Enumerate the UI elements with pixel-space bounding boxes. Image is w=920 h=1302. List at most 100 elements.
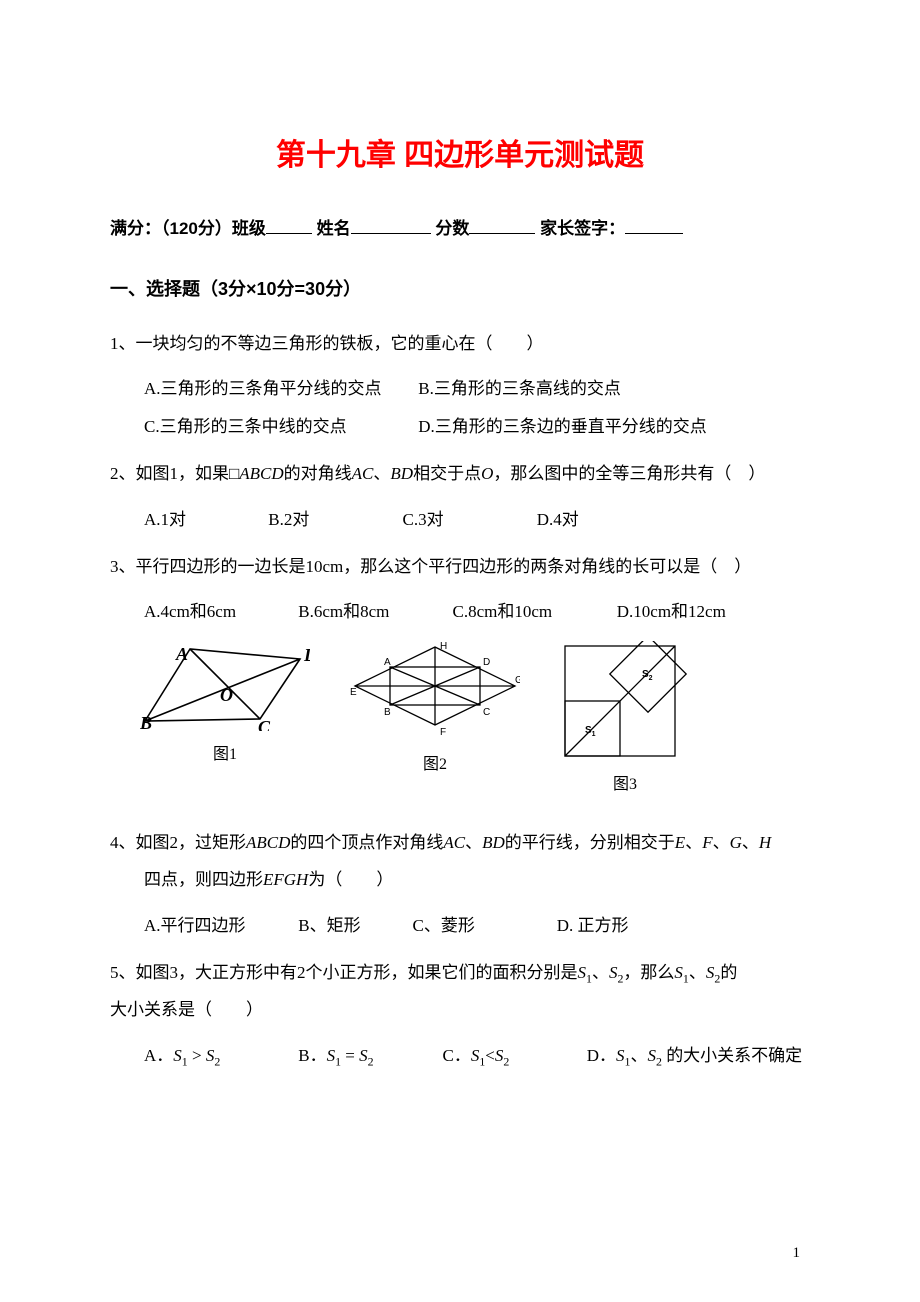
q4-stem: 4、如图2，过矩形ABCD的四个顶点作对角线AC、BD的平行线，分别相交于E、F… (110, 824, 810, 899)
fig2-D: D (483, 657, 490, 668)
q2-t5: ，那么图中的全等三角形共有（ ） (493, 464, 765, 483)
q1-options: A.三角形的三条角平分线的交点 B.三角形的三条高线的交点 C.三角形的三条中线… (110, 370, 810, 445)
q4-t7: 、 (742, 833, 759, 852)
q2-stem: 2、如图1，如果□ABCD的对角线AC、BD相交于点O，那么图中的全等三角形共有… (110, 455, 810, 492)
fig2-E: E (350, 687, 357, 698)
q5-line2: 大小关系是（ ） (110, 1000, 263, 1019)
q1-stem: 1、一块均匀的不等边三角形的铁板，它的重心在（ ） (110, 325, 810, 362)
fig1-C: C (258, 717, 271, 731)
q4-H: H (759, 833, 771, 852)
q1-C: C.三角形的三条中线的交点 (144, 408, 414, 445)
full-score-label: 满分：（120分）班级 (110, 219, 266, 238)
q4-t6: 、 (713, 833, 730, 852)
q2-options: A.1对 B.2对 C.3对 D.4对 (110, 501, 810, 538)
q5-s1: S (578, 963, 587, 982)
q4-B: B、矩形 (298, 907, 408, 944)
q4-G: G (730, 833, 742, 852)
q4-l2c: 为（ ） (308, 870, 393, 889)
q5-options: A．S1 > S2 B．S1 = S2 C．S1<S2 D．S1、S2 的大小关… (110, 1037, 810, 1075)
q2-ac: AC (352, 464, 374, 483)
fig3-S2: S2 (642, 669, 653, 682)
q4-E: E (675, 833, 685, 852)
fig3-caption: 图3 (560, 770, 690, 794)
fig2-caption: 图2 (350, 750, 520, 774)
q4-l2a: 四点，则四边形 (110, 870, 263, 889)
fig2-C: C (483, 707, 490, 718)
q5-C: C．S1<S2 (443, 1037, 583, 1075)
figure-3: S1 S2 图3 (560, 641, 690, 794)
fig1-D: D (303, 645, 310, 665)
fig2-G: G (515, 675, 520, 686)
q3-B: B.6cm和8cm (298, 593, 448, 630)
q5-s1b: S (674, 963, 683, 982)
q3-D: D.10cm和12cm (617, 593, 726, 630)
q5-A: A．S1 > S2 (144, 1037, 294, 1075)
q2-bd: BD (390, 464, 413, 483)
fig2-svg: A D B C E G H F (350, 641, 520, 741)
blank-name[interactable] (351, 216, 431, 234)
q4-D: D. 正方形 (557, 907, 629, 944)
q2-t2: 的对角线 (284, 464, 352, 483)
q4-abcd: ABCD (246, 833, 290, 852)
blank-parent[interactable] (625, 216, 683, 234)
q4-t4: 的平行线，分别相交于 (505, 833, 675, 852)
blank-score[interactable] (469, 216, 535, 234)
q4-t5: 、 (685, 833, 702, 852)
q4-bd: BD (482, 833, 505, 852)
q2-t1: 2、如图1，如果□ (110, 464, 239, 483)
fig1-A: A (175, 644, 188, 664)
q5-t1: 5、如图3，大正方形中有2个小正方形，如果它们的面积分别是 (110, 963, 578, 982)
fig3-svg: S1 S2 (560, 641, 690, 761)
q1-D: D.三角形的三条边的垂直平分线的交点 (418, 408, 707, 445)
q4-F: F (702, 833, 712, 852)
q2-C: C.3对 (403, 501, 533, 538)
q4-options: A.平行四边形 B、矩形 C、菱形 D. 正方形 (110, 907, 810, 944)
parent-label: 家长签字： (540, 219, 625, 238)
exam-page: 第十九章 四边形单元测试题 满分：（120分）班级 姓名 分数 家长签字： 一、… (0, 0, 920, 1302)
name-label: 姓名 (317, 219, 351, 238)
q4-A: A.平行四边形 (144, 907, 294, 944)
fig1-caption: 图1 (140, 740, 310, 764)
fig1-O: O (220, 685, 233, 705)
q4-t1: 4、如图2，过矩形 (110, 833, 246, 852)
q4-t3: 、 (465, 833, 482, 852)
fig2-H: H (440, 641, 447, 652)
q5-t2: 、 (592, 963, 609, 982)
q3-options: A.4cm和6cm B.6cm和8cm C.8cm和10cm D.10cm和12… (110, 593, 810, 630)
q4-t2: 的四个顶点作对角线 (290, 833, 443, 852)
q4-C: C、菱形 (413, 907, 553, 944)
q5-t4: 、 (689, 963, 706, 982)
q5-B: B．S1 = S2 (298, 1037, 438, 1075)
q3-C: C.8cm和10cm (453, 593, 613, 630)
fig1-svg: A B C D O (140, 641, 310, 731)
q4-efgh: EFGH (263, 870, 308, 889)
q2-D: D.4对 (537, 501, 579, 538)
q2-abcd: ABCD (239, 464, 283, 483)
q1-B: B.三角形的三条高线的交点 (418, 370, 621, 407)
q3-stem: 3、平行四边形的一边长是10cm，那么这个平行四边形的两条对角线的长可以是（ ） (110, 548, 810, 585)
figure-1: A B C D O 图1 (140, 641, 310, 764)
q1-A: A.三角形的三条角平分线的交点 (144, 370, 414, 407)
q2-B: B.2对 (268, 501, 398, 538)
fig2-A: A (384, 657, 391, 668)
q5-t3: ，那么 (623, 963, 674, 982)
figure-row: A B C D O 图1 A (140, 641, 810, 794)
q4-ac: AC (443, 833, 465, 852)
score-label: 分数 (435, 219, 469, 238)
q2-o: O (481, 464, 493, 483)
q5-stem: 5、如图3，大正方形中有2个小正方形，如果它们的面积分别是S1、S2，那么S1、… (110, 954, 810, 1029)
page-title: 第十九章 四边形单元测试题 (110, 130, 810, 174)
fig2-F: F (440, 727, 446, 738)
q3-A: A.4cm和6cm (144, 593, 294, 630)
section-1-heading: 一、选择题（3分×10分=30分） (110, 275, 810, 301)
q2-t4: 相交于点 (413, 464, 481, 483)
fig2-B: B (384, 707, 391, 718)
blank-class[interactable] (266, 216, 312, 234)
header-line: 满分：（120分）班级 姓名 分数 家长签字： (110, 214, 810, 239)
q5-t5: 的 (720, 963, 737, 982)
q5-D: D．S1、S2 的大小关系不确定 (587, 1037, 802, 1075)
figure-2: A D B C E G H F 图2 (350, 641, 520, 774)
page-number: 1 (793, 1245, 801, 1262)
q2-t3: 、 (373, 464, 390, 483)
fig1-B: B (140, 713, 152, 731)
